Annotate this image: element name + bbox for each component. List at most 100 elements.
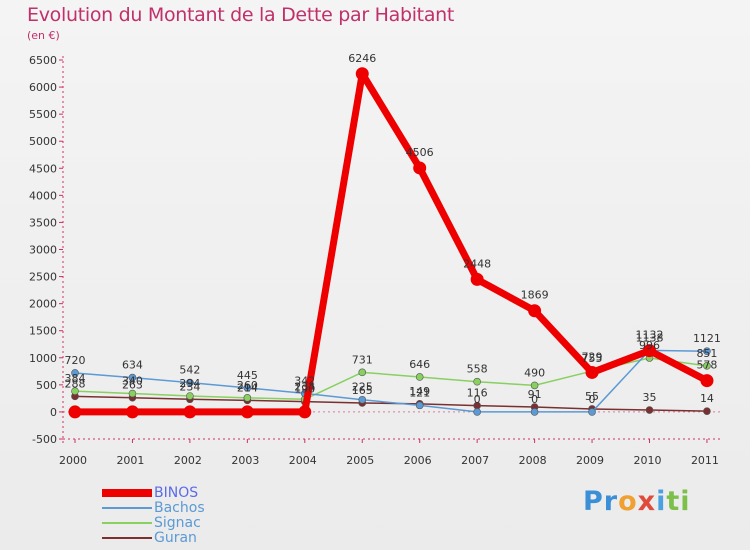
data-label-signac: 234 — [294, 380, 315, 393]
data-label-binos: 729 — [582, 350, 603, 363]
data-point-signac — [358, 368, 367, 377]
data-point-binos — [700, 374, 714, 388]
data-label-bachos: 542 — [179, 364, 200, 377]
legend-swatch-bachos — [102, 506, 152, 509]
y-tick-label: 1000 — [29, 352, 57, 365]
series-line-bachos — [74, 349, 708, 413]
legend-item-guran: Guran — [102, 530, 205, 545]
x-tick-label: 2000 — [59, 454, 87, 467]
series-line-binos — [71, 70, 711, 416]
data-point-signac — [415, 373, 424, 381]
series-line-guran — [74, 395, 708, 412]
y-tick-label: 2000 — [29, 298, 57, 311]
data-label-guran: 214 — [237, 381, 258, 394]
logo-part: i — [656, 486, 667, 517]
logo-part: ti — [666, 486, 691, 517]
data-point-bachos — [71, 369, 79, 377]
data-label-bachos: 0 — [589, 393, 596, 406]
data-label-signac: 851 — [696, 347, 717, 360]
data-label-signac: 755 — [582, 352, 603, 365]
data-point-signac — [128, 389, 137, 398]
data-label-guran: 55 — [585, 390, 599, 403]
y-tick-label: 4000 — [29, 189, 57, 202]
data-label-bachos: 445 — [237, 369, 258, 382]
data-point-bachos — [243, 384, 252, 392]
y-tick-label: 5000 — [29, 135, 57, 148]
data-label-signac: 490 — [524, 366, 545, 379]
data-label-bachos: 0 — [531, 393, 538, 406]
data-point-bachos — [358, 395, 367, 404]
data-point-bachos — [530, 408, 539, 416]
data-point-bachos — [415, 401, 424, 410]
legend-swatch-guran — [102, 536, 152, 539]
data-label-bachos: 0 — [474, 393, 481, 406]
x-tick-label: 2003 — [231, 454, 259, 467]
data-label-guran: 116 — [467, 387, 488, 400]
data-point-bachos — [473, 408, 481, 416]
data-point-signac — [71, 387, 79, 395]
data-label-bachos: 720 — [65, 354, 86, 367]
data-point-binos — [240, 405, 254, 419]
logo-part: o — [618, 486, 638, 517]
y-tick-label: 3500 — [29, 216, 57, 229]
data-point-binos — [413, 161, 427, 175]
data-label-bachos: 225 — [352, 381, 373, 394]
data-label-binos: 2448 — [463, 257, 491, 270]
y-tick-label: 6500 — [29, 54, 57, 67]
data-label-guran: 14 — [700, 392, 714, 405]
data-label-guran: 91 — [528, 388, 542, 401]
data-label-binos: 6246 — [348, 52, 376, 65]
data-label-bachos: 342 — [294, 374, 315, 387]
data-label-signac: 731 — [352, 353, 373, 366]
x-tick-label: 2006 — [404, 454, 432, 467]
data-label-bachos: 121 — [409, 386, 430, 399]
proxiti-logo: Proxiti — [583, 486, 691, 517]
legend-label: Signac — [154, 514, 201, 531]
data-label-bachos: 1138 — [636, 331, 664, 344]
x-tick-label: 2009 — [576, 454, 604, 467]
y-tick-label: -500 — [32, 433, 57, 446]
data-point-signac — [703, 362, 711, 370]
legend-swatch-binos — [102, 488, 152, 497]
data-label-signac: 260 — [237, 379, 258, 392]
data-point-guran — [703, 407, 711, 415]
data-point-bachos — [588, 408, 596, 416]
data-label-guran: 35 — [643, 391, 657, 404]
legend-item-binos: BINOS — [102, 485, 205, 500]
x-tick-label: 2011 — [691, 454, 719, 467]
legend-label: BINOS — [154, 484, 199, 501]
y-tick-label: 500 — [36, 379, 57, 392]
x-tick-label: 2007 — [461, 454, 489, 467]
data-point-bachos — [128, 373, 137, 382]
data-point-binos — [125, 405, 139, 419]
y-tick-label: 5500 — [29, 108, 57, 121]
y-tick-label: 6000 — [29, 81, 57, 94]
data-label-binos: 578 — [696, 359, 717, 372]
data-point-binos — [470, 272, 484, 286]
chart-subtitle: (en €) — [27, 29, 60, 42]
x-tick-label: 2010 — [634, 454, 662, 467]
data-point-signac — [530, 381, 539, 390]
x-tick-label: 2001 — [116, 454, 144, 467]
legend-label: Guran — [154, 529, 197, 546]
data-point-signac — [243, 394, 252, 402]
data-label-guran: 263 — [122, 379, 143, 392]
data-label-signac: 558 — [467, 363, 488, 376]
chart-title: Evolution du Montant de la Dette par Hab… — [27, 4, 455, 26]
y-tick-label: 0 — [50, 406, 57, 419]
data-label-guran: 190 — [294, 383, 315, 396]
legend: BINOS Bachos Signac Guran — [102, 485, 205, 545]
data-point-binos — [68, 405, 82, 419]
data-label-bachos: 1121 — [693, 332, 721, 345]
data-label-guran: 288 — [65, 377, 86, 390]
data-point-signac — [473, 377, 481, 386]
legend-swatch-signac — [102, 521, 152, 524]
data-label-binos: 1869 — [521, 289, 549, 302]
data-point-guran — [645, 406, 654, 414]
logo-part: x — [637, 486, 657, 517]
data-point-binos — [585, 365, 599, 379]
data-label-binos: 4506 — [406, 146, 434, 159]
x-tick-label: 2008 — [519, 454, 547, 467]
